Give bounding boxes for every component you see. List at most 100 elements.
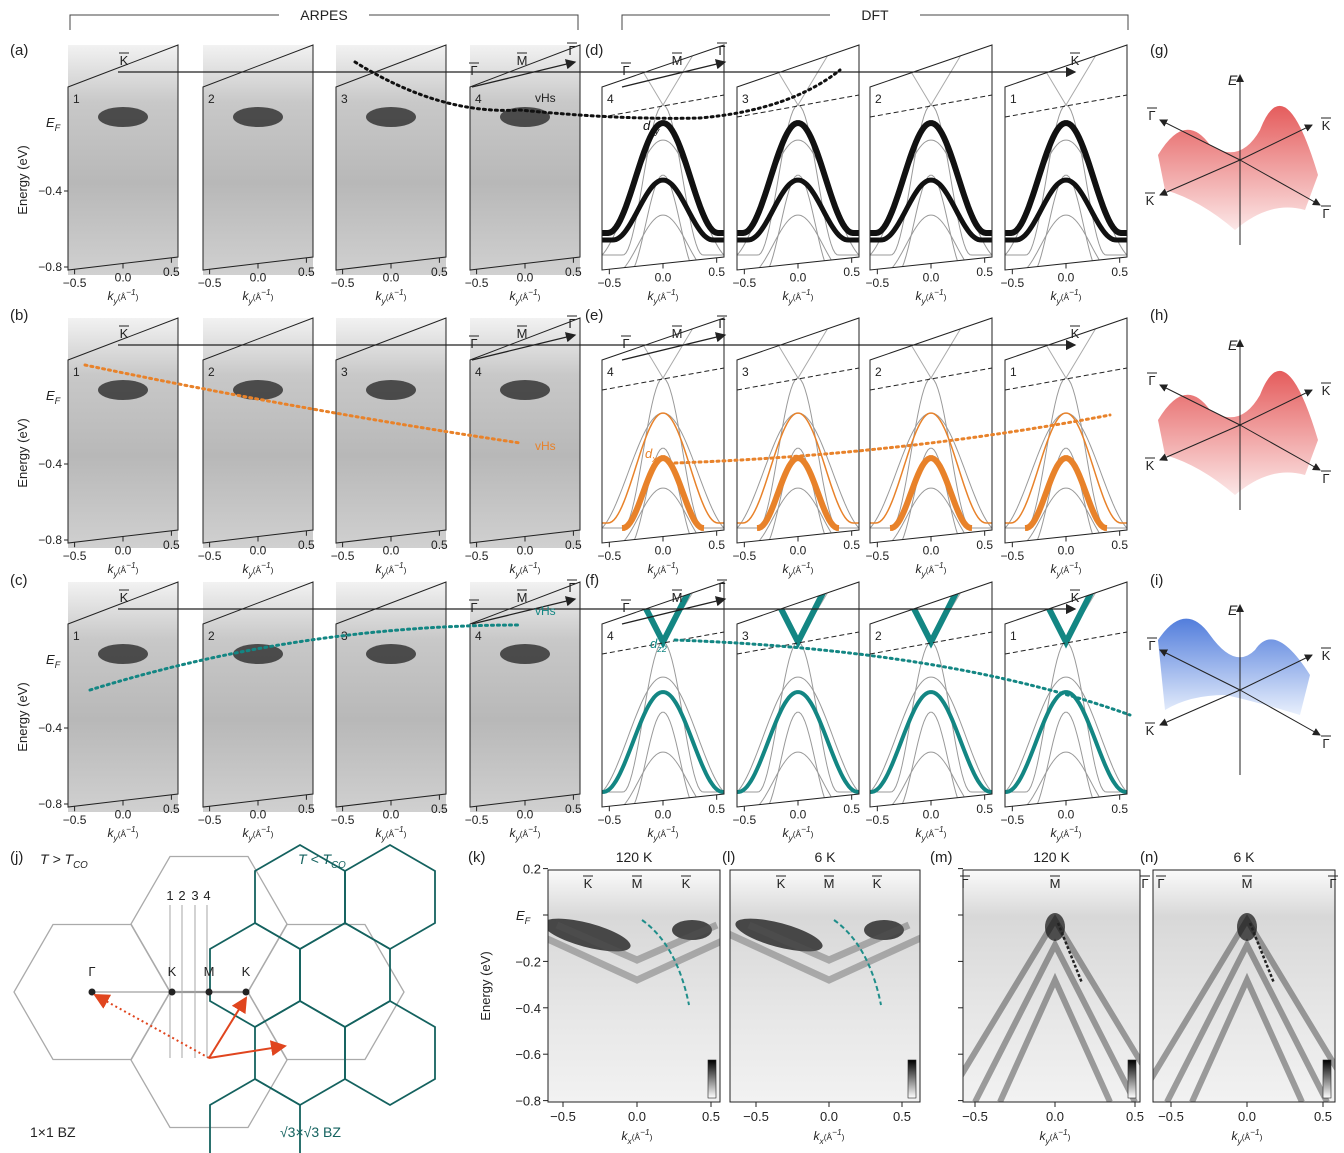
map-title: 6 K [814, 849, 836, 865]
x-tick-label: −0.5 [331, 549, 355, 563]
x-tick-label: 0.5 [1111, 802, 1128, 816]
y-tick-label: −0.2 [515, 954, 541, 969]
bz-sqrt3 [299, 921, 391, 1029]
text-part: 0.0 [115, 808, 132, 822]
text-part: −1 [528, 824, 538, 834]
symmetry-label: K [1071, 326, 1080, 341]
text-part: −0.5 [732, 549, 756, 563]
symmetry-label: Γ [718, 580, 725, 595]
x-tick-label: 0.5 [298, 538, 315, 552]
symmetry-label: K [1146, 723, 1155, 738]
text-part: (Å [793, 829, 802, 839]
orbital-band [1005, 177, 1127, 243]
text-part: K [120, 326, 129, 341]
text-part: F [55, 660, 61, 670]
spectrum [336, 318, 446, 548]
text-part: (Å [926, 829, 935, 839]
text-part: 1 [1010, 629, 1017, 643]
panel-frame [736, 581, 860, 808]
text-part: k [1051, 826, 1058, 840]
orbital-band [621, 455, 705, 531]
path-arrow [471, 596, 577, 625]
x-axis-label: ky(Å−1) [916, 560, 947, 579]
text-part: ) [271, 292, 274, 302]
dft-band [870, 676, 992, 793]
cut-number: 4 [607, 92, 614, 106]
x-tick-label: 0.0 [655, 808, 672, 822]
x-tick-label: −0.5 [597, 813, 621, 827]
panel-label: (l) [722, 849, 735, 866]
cut-number: 1 [1010, 365, 1017, 379]
x-axis-label: ky(Å−1) [376, 287, 407, 306]
cut-number: 2 [875, 92, 882, 106]
dft-bg [602, 45, 724, 270]
text-part: k [376, 826, 383, 840]
cut-number: 1 [166, 888, 173, 903]
dft-bg [870, 582, 992, 807]
text-part: ) [1079, 829, 1082, 839]
x-axis-label: ky(Å−1) [376, 560, 407, 579]
y-tick-label: 0.2 [523, 862, 541, 877]
panel-frame [202, 44, 314, 271]
cut-number: 3 [742, 629, 749, 643]
text-part: y [248, 296, 254, 306]
path-arrow [621, 332, 727, 361]
text-part: (Å [793, 565, 802, 575]
map-title: 120 K [1033, 849, 1070, 865]
text-part: (d) [585, 42, 603, 59]
x-tick-label: −0.5 [1000, 813, 1024, 827]
x-axis-label: ky(Å−1) [1040, 1127, 1071, 1146]
x-tick-label: 0.5 [1314, 1109, 1332, 1124]
dft-band [737, 447, 859, 543]
text-part: K [1071, 53, 1080, 68]
spectral-weight [1237, 913, 1257, 941]
x-tick-label: 0.0 [115, 808, 132, 822]
spectrum [730, 870, 920, 1102]
text-part: K [168, 964, 177, 979]
text-part: (e) [585, 307, 603, 324]
text-part: −1 [126, 824, 136, 834]
text-part: k [510, 826, 517, 840]
momentum-axis [1159, 689, 1241, 726]
spectrum [68, 318, 178, 548]
spectrum [963, 870, 1140, 1102]
text-part: 3 [742, 629, 749, 643]
text-part: k [916, 289, 923, 303]
panel-frame [67, 581, 179, 808]
text-part: 1 [73, 365, 80, 379]
text-part: K [873, 876, 882, 891]
faint-band [747, 921, 911, 964]
symmetry-label: Γ [961, 876, 968, 891]
text-part: −1 [261, 560, 271, 570]
text-part: k [376, 562, 383, 576]
x-tick-label: 0.5 [843, 538, 860, 552]
text-part: K [242, 964, 251, 979]
temperature-label: T > TCO [40, 851, 88, 871]
panel-frame [1004, 317, 1128, 544]
text-part: −1 [640, 1127, 650, 1137]
text-part: (b) [10, 307, 28, 324]
text-part: −0.5 [198, 276, 222, 290]
text-part: −0.5 [597, 813, 621, 827]
text-part: k [648, 289, 655, 303]
text-part: 0.5 [431, 802, 448, 816]
fermi-label: EF [46, 652, 61, 670]
text-part: 3 [191, 888, 198, 903]
dft-band [737, 711, 859, 807]
text-part: −0.5 [1000, 276, 1024, 290]
faint-band [548, 935, 720, 984]
symmetry-point [88, 988, 96, 996]
spectral-weight [366, 644, 416, 664]
dft-band [602, 174, 724, 270]
panel-frame [601, 581, 725, 808]
dft-band [1005, 711, 1127, 807]
dft-bg [602, 582, 724, 807]
faint-band [997, 972, 1113, 1102]
text-part: (Å [658, 565, 667, 575]
arpes-map [963, 870, 1140, 1102]
dft-band [870, 711, 992, 807]
spectrum [68, 582, 178, 812]
dft-band [870, 174, 992, 270]
text-part: ) [676, 565, 679, 575]
text-part: 120 K [1033, 849, 1070, 865]
